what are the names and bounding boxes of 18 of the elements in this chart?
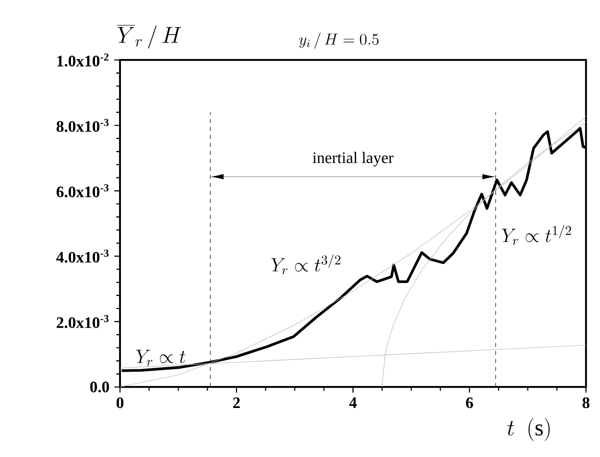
x-tick-label: 0 xyxy=(116,397,124,408)
y-axis-title: $\overline{Y}_r\,/\,H$ xyxy=(116,25,182,49)
annotation: $Y_r \propto t$ xyxy=(136,350,186,366)
y-tick-label: 8.0x10$^{-3}$ xyxy=(56,118,109,132)
x-tick-label: 2 xyxy=(233,397,240,408)
y-tick-label: 2.0x10$^{-3}$ xyxy=(56,315,109,328)
y-tick-label: 0.0 xyxy=(90,382,109,392)
chart-title: $y_i\,/\,H = 0.5$ xyxy=(299,32,379,49)
y-tick-label: 4.0x10$^{-3}$ xyxy=(56,250,109,263)
x-tick-label: 8 xyxy=(582,397,590,408)
annotation: $Y_r \propto t^{3/2}$ xyxy=(271,254,340,274)
annotation: $Y_r \propto t^{1/2}$ xyxy=(502,224,572,245)
x-tick-label: 6 xyxy=(466,397,474,408)
x-tick-label: 4 xyxy=(349,397,357,408)
y-tick-label: 6.0x10$^{-3}$ xyxy=(56,184,109,198)
annotation: inertial layer xyxy=(312,152,394,166)
y-tick-label: 1.0x10$^{-2}$ xyxy=(57,53,108,67)
x-axis-title: $t\ \ (\mathrm{s})$ xyxy=(507,418,550,442)
